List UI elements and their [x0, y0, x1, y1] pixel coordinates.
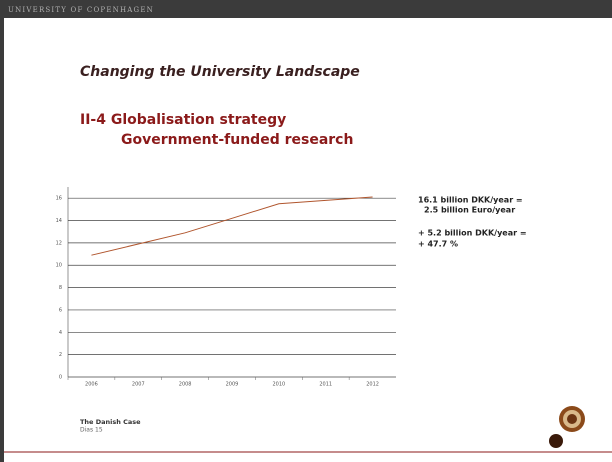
- footer-page: Dias 15: [80, 427, 103, 434]
- x-tick-label: 2006: [85, 382, 98, 388]
- y-tick-label: 2: [59, 352, 62, 358]
- y-tick-label: 8: [59, 285, 62, 291]
- header-bar: [0, 0, 612, 18]
- header-text: UNIVERSITY OF COPENHAGEN: [8, 6, 154, 14]
- x-tick-label: 2007: [132, 382, 145, 388]
- y-tick-label: 10: [56, 263, 62, 269]
- y-tick-label: 16: [56, 196, 62, 202]
- logo: [549, 406, 585, 448]
- x-tick-label: 2010: [272, 382, 285, 388]
- x-tick-label: 2011: [319, 382, 332, 388]
- left-border: [0, 0, 4, 462]
- footer-title: The Danish Case: [80, 418, 141, 426]
- x-tick-label: 2009: [226, 382, 239, 388]
- note: + 5.2 billion DKK/year =: [418, 229, 527, 238]
- heading-line: II-4 Globalisation strategy: [80, 112, 286, 128]
- y-tick-label: 0: [59, 375, 62, 381]
- x-tick-label: 2008: [179, 382, 192, 388]
- y-tick-label: 4: [59, 330, 62, 336]
- note: 16.1 billion DKK/year =: [418, 196, 523, 205]
- x-tick-label: 2012: [366, 382, 379, 388]
- note: + 47.7 %: [418, 240, 458, 249]
- heading-line: Government-funded research: [121, 132, 353, 148]
- y-tick-label: 6: [59, 307, 62, 313]
- slide-title: Changing the University Landscape: [80, 64, 360, 80]
- line: [91, 196, 373, 256]
- note: 2.5 billion Euro/year: [424, 206, 515, 215]
- plot: 0 2 4 6 8 10 12 14 16 2006 2007 2008 2009 2010 2011 201…: [56, 187, 396, 388]
- y-tick-label: 12: [56, 240, 62, 246]
- y-tick-label: 14: [56, 218, 62, 224]
